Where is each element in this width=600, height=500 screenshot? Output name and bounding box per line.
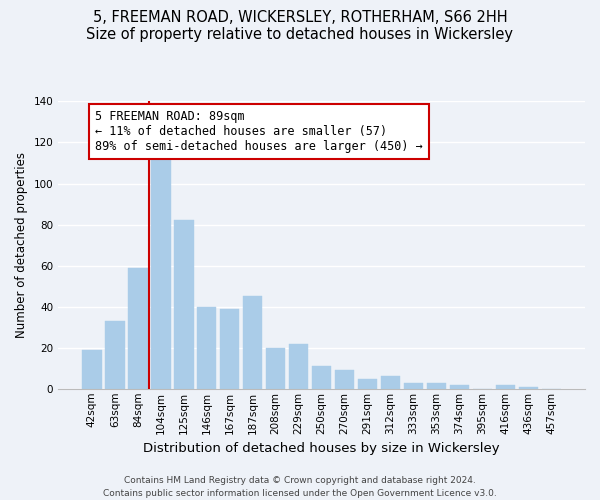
Bar	[496, 384, 515, 389]
Bar	[174, 220, 194, 389]
Bar	[151, 146, 170, 389]
Bar	[358, 378, 377, 389]
X-axis label: Distribution of detached houses by size in Wickersley: Distribution of detached houses by size …	[143, 442, 500, 455]
Bar	[197, 306, 217, 389]
Bar	[220, 308, 239, 389]
Bar	[381, 376, 400, 389]
Text: 5, FREEMAN ROAD, WICKERSLEY, ROTHERHAM, S66 2HH
Size of property relative to det: 5, FREEMAN ROAD, WICKERSLEY, ROTHERHAM, …	[86, 10, 514, 42]
Bar	[243, 296, 262, 389]
Bar	[105, 321, 125, 389]
Bar	[312, 366, 331, 389]
Y-axis label: Number of detached properties: Number of detached properties	[15, 152, 28, 338]
Bar	[427, 382, 446, 389]
Bar	[128, 268, 148, 389]
Bar	[266, 348, 286, 389]
Bar	[335, 370, 355, 389]
Text: 5 FREEMAN ROAD: 89sqm
← 11% of detached houses are smaller (57)
89% of semi-deta: 5 FREEMAN ROAD: 89sqm ← 11% of detached …	[95, 110, 423, 153]
Bar	[82, 350, 101, 389]
Bar	[449, 384, 469, 389]
Bar	[289, 344, 308, 389]
Text: Contains HM Land Registry data © Crown copyright and database right 2024.
Contai: Contains HM Land Registry data © Crown c…	[103, 476, 497, 498]
Bar	[404, 382, 423, 389]
Bar	[518, 386, 538, 389]
